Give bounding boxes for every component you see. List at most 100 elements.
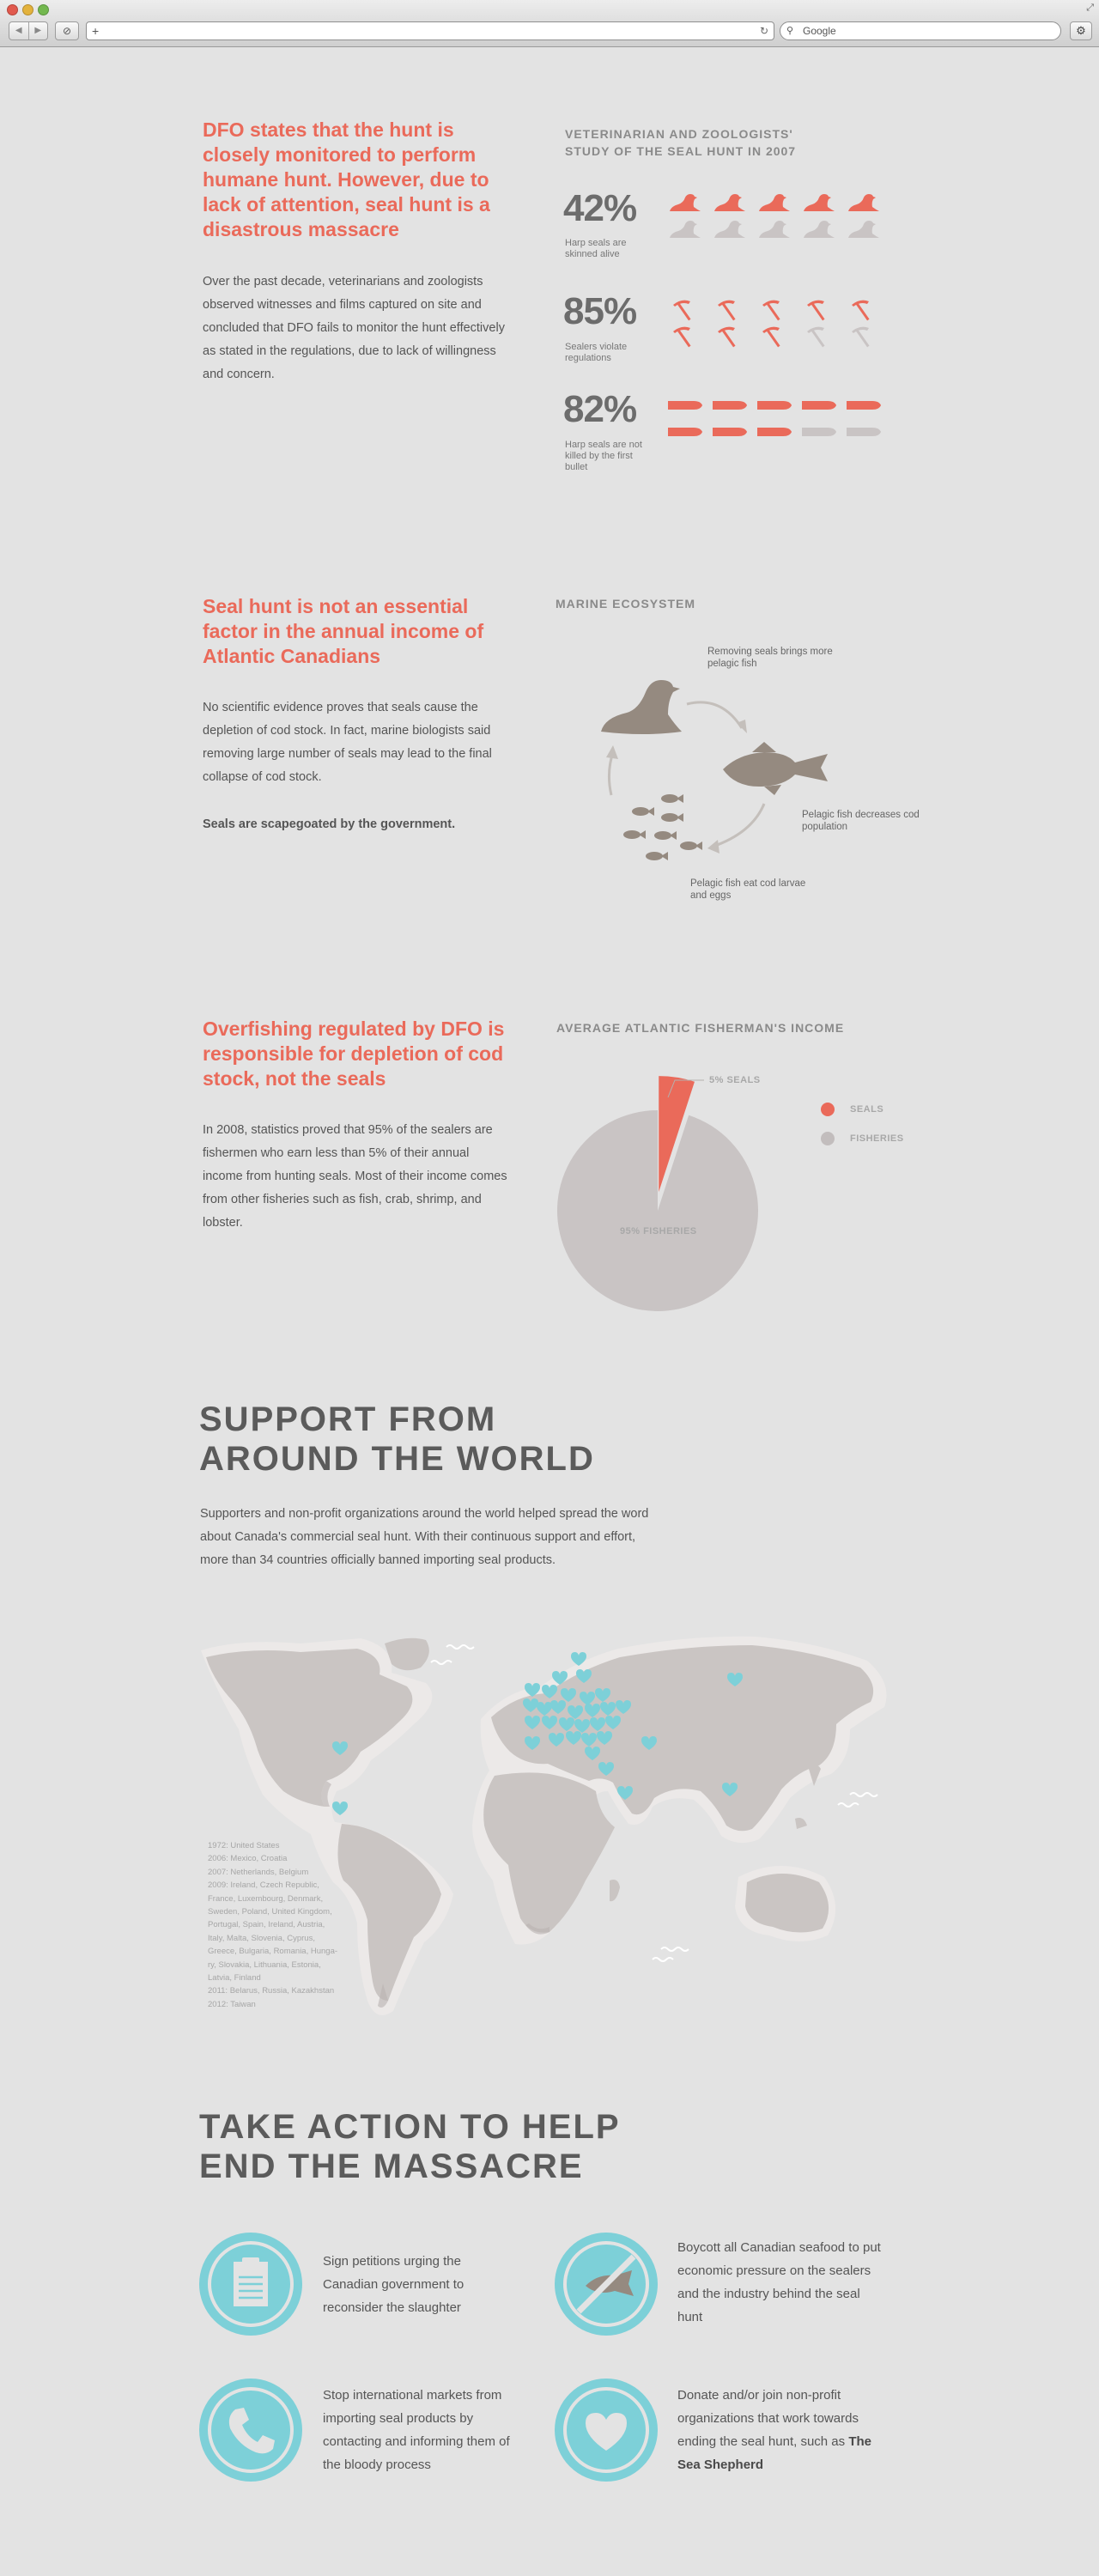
label-removing-seals: Removing seals brings more pelagic fish [707,647,833,669]
label-pelagic-fish: Pelagic fish eat cod larvae and eggs [690,878,806,901]
arrow-pelagic-to-seal [607,751,615,796]
no-fish-icon [555,2233,658,2336]
timeline-line: France, Luxembourg, Denmark, [208,1893,324,1904]
chart-title: AVERAGE ATLANTIC FISHERMAN'S INCOME [556,1021,845,1035]
heart-marker-icon [641,1736,657,1750]
search-input[interactable]: ⚲ Google [780,21,1061,40]
hakapik-icon [852,300,870,321]
bullet-icon [847,401,881,410]
reload-icon[interactable]: ↻ [759,25,768,37]
timeline-line: Sweden, Poland, United Kingdom, [208,1907,332,1917]
section2-emphasis: Seals are scapegoated by the government. [203,817,456,831]
heart-marker-icon [542,1685,557,1698]
heart-marker-icon [537,1702,552,1716]
pelagic-fish-icon [623,794,702,860]
close-window-button[interactable] [7,4,18,15]
action-text-markets: Stop international markets from importin… [323,2388,510,2472]
bullet-icon [802,428,836,436]
stat-value: 42% [563,187,637,229]
timeline-line: 2007: Netherlands, Belgium [208,1867,309,1877]
pie-slice-fisheries [557,1110,758,1311]
heart-marker-icon [525,1736,540,1750]
heart-marker-icon [605,1716,621,1729]
timeline-line: Greece, Bulgaria, Romania, Hunga- [208,1947,338,1957]
seals-leader-line [667,1079,704,1098]
title-bar: ⤢ [0,0,1099,19]
arrowhead [707,840,720,854]
arrow-cod-to-pelagic [712,803,766,848]
minimize-window-button[interactable] [22,4,33,15]
hakapik-icon [718,326,736,348]
legend-swatch-seals [821,1103,835,1116]
label-cod-population: Pelagic fish decreases cod population [802,810,920,832]
hakapik-icon-grid [668,296,908,365]
action-text-petitions: Sign petitions urging the Canadian gover… [323,2254,464,2315]
arrowhead [737,720,747,733]
reader-icon[interactable]: ⊘ [55,21,79,40]
heart-marker-icon [580,1692,595,1705]
action-text-boycott: Boycott all Canadian seafood to put econ… [677,2240,881,2324]
timeline-line: Italy, Malta, Slovenia, Cyprus, [208,1933,315,1943]
seal-icon [848,221,879,238]
legend-label-fisheries: FISHERIES [850,1133,904,1144]
zoom-window-button[interactable] [38,4,49,15]
ecosystem-diagram [601,680,828,860]
bullet-icon [757,428,792,436]
section2-body: No scientific evidence proves that seals… [203,701,492,784]
heart-marker-icon [550,1700,566,1714]
hakapik-icon [762,326,780,348]
timeline-line: 2006: Mexico, Croatia [208,1854,288,1864]
hakapik-icon [762,300,780,321]
hakapik-icon [718,300,736,321]
stat-value: 85% [563,290,637,332]
browser-chrome: ⤢ ◀ ▶ ⊘ + ↻ ⚲ Google ⚙ [0,0,1099,47]
plus-icon[interactable]: + [92,24,100,38]
search-icon: ⚲ [786,26,794,36]
timeline-line: 1972: United States [208,1841,280,1850]
cod-fish-icon [723,742,828,795]
fullscreen-icon[interactable]: ⤢ [1086,3,1094,13]
study-title: VETERINARIAN AND ZOOLOGISTS' STUDY OF TH… [565,127,797,158]
timeline-line: Latvia, Finland [208,1973,261,1984]
section3-heading: Overfishing regulated by DFO is responsi… [203,1018,505,1090]
heart-marker-icon [574,1719,590,1733]
forward-arrow-icon[interactable]: ▶ [34,26,42,35]
heart-marker-icon [549,1733,564,1747]
sea-shepherd-link[interactable]: The Sea Shepherd [677,2434,871,2472]
bullet-icon [757,401,792,410]
income-pie-chart [557,1076,758,1311]
ban-timeline: 1972: United States 2006: Mexico, Croatia… [208,1839,379,2011]
address-bar[interactable]: + ↻ [86,21,774,40]
hakapik-icon [807,326,825,348]
heart-marker-icon [585,1704,600,1717]
timeline-line: 2011: Belarus, Russia, Kazakhstan [208,1986,335,1996]
browser-toolbar: ◀ ▶ ⊘ + ↻ ⚲ Google ⚙ [0,19,1099,46]
back-arrow-icon[interactable]: ◀ [9,22,29,39]
phone-icon [199,2379,302,2482]
bullet-icon-grid [668,394,908,463]
heart-marker-icon [566,1731,581,1745]
heart-marker-icon [523,1698,538,1712]
heart-marker-icon [600,1702,616,1716]
pie-label-seals: 5% SEALS [709,1075,761,1085]
stat-description: Harp seals are not killed by the first b… [565,440,642,472]
heart-marker-icon [727,1673,743,1686]
stat-description: Harp seals are skinned alive [565,238,627,259]
seal-icon [670,221,701,238]
seal-icon [759,221,790,238]
bullet-icon [668,401,702,410]
support-title-line2: AROUND THE WORLD [199,1440,595,1478]
gear-icon[interactable]: ⚙ [1070,21,1092,40]
heart-marker-icon [581,1733,597,1747]
seal-icon [848,194,879,211]
hakapik-icon [852,326,870,348]
timeline-line: 2012: Taiwan [208,1999,256,2009]
heart-marker-icon [552,1671,568,1685]
heart-marker-icon [525,1716,540,1729]
section3-body: In 2008, statistics proved that 95% of t… [203,1123,507,1230]
heart-marker-icon [561,1688,576,1702]
heart-marker-icon [568,1705,583,1719]
bullet-icon [668,428,702,436]
hakapik-icon [807,300,825,321]
heart-icon [555,2379,658,2482]
